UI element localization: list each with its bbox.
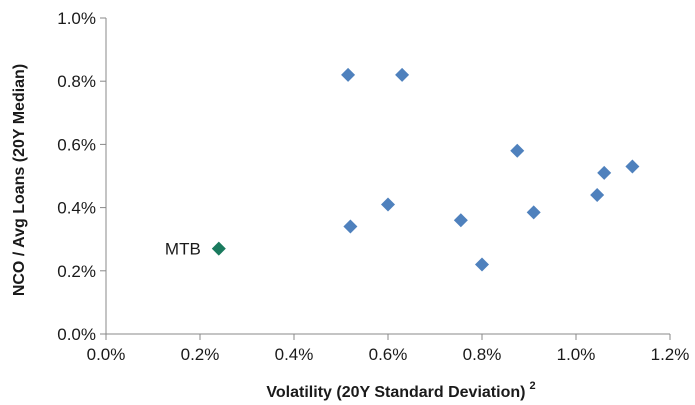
x-tick-label: 0.0% xyxy=(87,345,126,364)
data-point xyxy=(453,213,468,228)
y-tick-label: 0.2% xyxy=(57,262,96,281)
data-point xyxy=(475,257,489,272)
data-point xyxy=(526,205,541,220)
data-point-mtb xyxy=(211,241,226,256)
x-tick-label: 1.2% xyxy=(651,345,690,364)
x-tick-label: 1.0% xyxy=(557,345,596,364)
x-tick-label: 0.6% xyxy=(369,345,408,364)
data-point xyxy=(625,159,640,174)
x-axis-title-text: Volatility (20Y Standard Deviation) xyxy=(266,384,525,401)
plot-area: 0.0% 0.2% 0.4% 0.6% 0.8% 1.0% 0.0% 0.2% 0.4% 0.6%… xyxy=(57,9,689,364)
data-point xyxy=(395,67,410,82)
data-point xyxy=(381,197,395,212)
y-tick-label: 0.4% xyxy=(57,199,96,218)
x-tick-label: 0.2% xyxy=(181,345,220,364)
data-point xyxy=(597,165,612,180)
y-tick-label: 0.0% xyxy=(57,325,96,344)
data-point xyxy=(510,143,525,158)
x-tick-label: 0.8% xyxy=(463,345,502,364)
x-axis-title: Volatility (20Y Standard Deviation) 2 xyxy=(266,380,535,401)
y-axis-title: NCO / Avg Loans (20Y Median) xyxy=(11,64,28,296)
x-tick-label: 0.4% xyxy=(275,345,314,364)
data-point xyxy=(341,67,356,82)
y-tick-label: 0.6% xyxy=(57,135,96,154)
y-tick-label: 0.8% xyxy=(57,72,96,91)
point-annotation: MTB xyxy=(165,240,201,259)
data-point xyxy=(590,187,605,202)
x-axis-title-superscript: 2 xyxy=(529,380,535,392)
data-point xyxy=(343,219,358,234)
y-tick-label: 1.0% xyxy=(57,9,96,28)
